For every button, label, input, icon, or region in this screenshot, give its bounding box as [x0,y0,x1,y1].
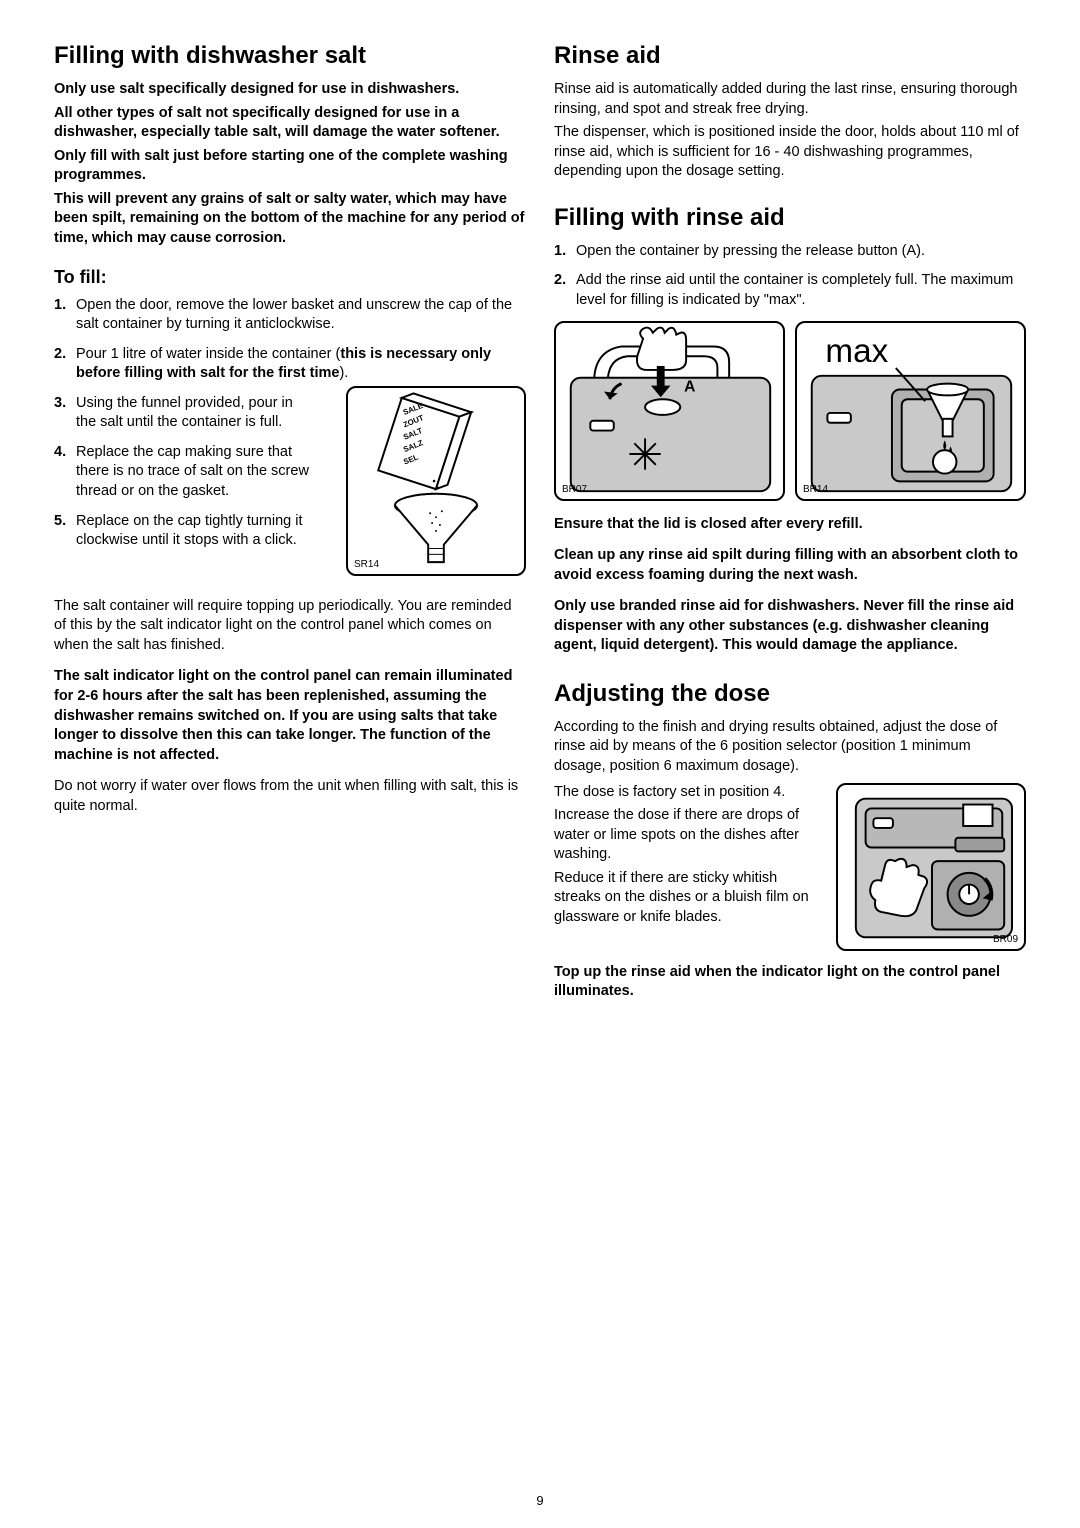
heading-rinse-aid: Rinse aid [554,42,1026,70]
figure-dose-dial: BR09 [836,783,1026,951]
figure-label-br09: BR09 [993,934,1018,945]
dose-dial-icon [838,785,1024,949]
rinse-steps-list: Open the container by pressing the relea… [554,242,1026,311]
rinse-step-1: Open the container by pressing the relea… [554,242,1026,262]
dose-increase: Increase the dose if there are drops of … [554,806,822,865]
heading-salt: Filling with dishwasher salt [54,42,526,70]
figure-salt-funnel: SALE ZOUT SALT SALZ SEL [346,386,526,576]
page-number: 9 [536,1493,543,1508]
salt-overflow-note: Do not worry if water over flows from th… [54,777,526,816]
dose-text-block: The dose is factory set in position 4. I… [554,783,822,932]
heading-fill-rinse: Filling with rinse aid [554,204,1026,232]
salt-topup-note: The salt container will require topping … [54,597,526,656]
warn-other-salt: All other types of salt not specifically… [54,104,526,143]
rinse-step-2: Add the rinse aid until the container is… [554,271,1026,310]
salt-step-2: Pour 1 litre of water inside the contain… [54,345,526,384]
figure-rinse-max: max BR1 [795,321,1026,501]
dose-factory: The dose is factory set in position 4. [554,783,822,803]
salt-funnel-icon: SALE ZOUT SALT SALZ SEL [348,388,524,574]
warn-fill-before: Only fill with salt just before starting… [54,147,526,186]
salt-steps-block: Open the door, remove the lower basket a… [54,296,526,551]
dose-desc: According to the finish and drying resul… [554,718,1026,777]
rinse-desc-2: The dispenser, which is positioned insid… [554,123,1026,182]
dose-row: The dose is factory set in position 4. I… [554,783,1026,951]
rinse-cleanup: Clean up any rinse aid spilt during fill… [554,546,1026,585]
rinse-branded-only: Only use branded rinse aid for dishwashe… [554,597,1026,656]
rinse-max-icon: max [797,323,1024,499]
figure-label-br14: BR14 [803,484,828,495]
heading-dose: Adjusting the dose [554,680,1026,708]
rinse-figures-row: A BR07 [554,321,1026,501]
dose-reduce: Reduce it if there are sticky whitish st… [554,869,822,928]
right-column: Rinse aid Rinse aid is automatically add… [554,42,1026,1006]
warn-salt-only: Only use salt specifically designed for … [54,80,526,100]
rinse-ensure-lid: Ensure that the lid is closed after ever… [554,515,1026,535]
rinse-topup-indicator: Top up the rinse aid when the indicator … [554,963,1026,1002]
svg-text:A: A [684,378,695,395]
rinse-open-icon: A [556,323,783,499]
figure-label-sr14: SR14 [354,559,379,570]
figure-label-br07: BR07 [562,484,587,495]
figure-rinse-open: A BR07 [554,321,785,501]
svg-text:max: max [825,333,888,370]
rinse-desc-1: Rinse aid is automatically added during … [554,80,1026,119]
heading-to-fill: To fill: [54,267,526,288]
salt-indicator-note: The salt indicator light on the control … [54,667,526,765]
page-columns: Filling with dishwasher salt Only use sa… [54,42,1026,1006]
left-column: Filling with dishwasher salt Only use sa… [54,42,526,1006]
warn-corrosion: This will prevent any grains of salt or … [54,190,526,249]
salt-step-1: Open the door, remove the lower basket a… [54,296,526,335]
